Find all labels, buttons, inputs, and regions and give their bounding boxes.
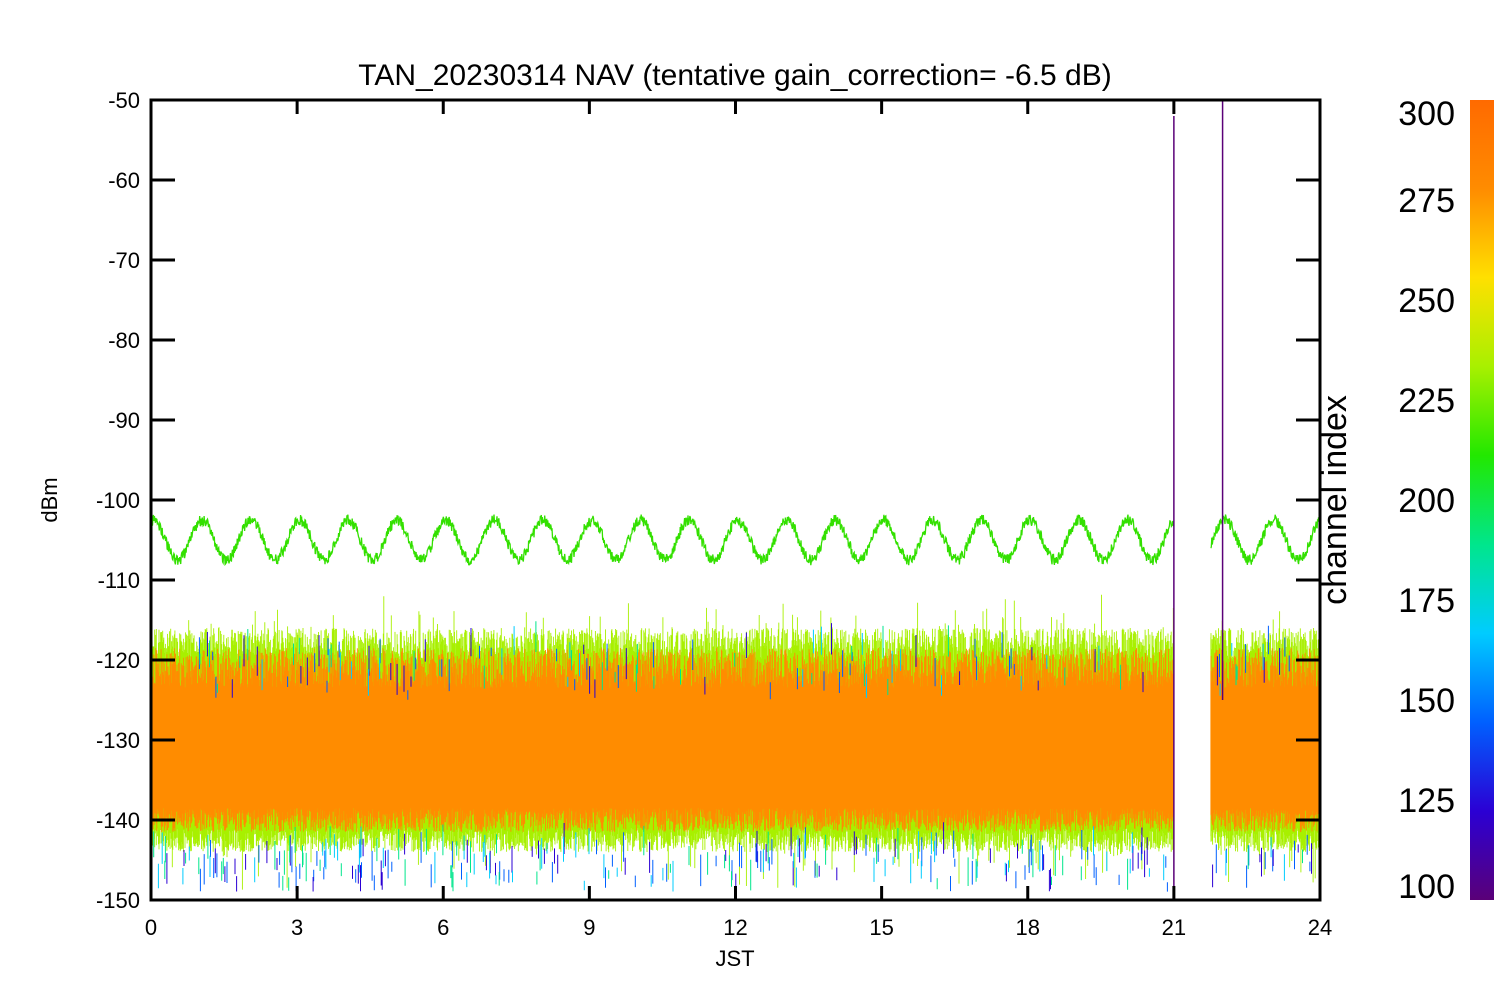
x-tick-label: 3: [291, 915, 303, 940]
y-tick-label: -150: [96, 888, 140, 913]
chart-title: TAN_20230314 NAV (tentative gain_correct…: [358, 59, 1112, 92]
y-tick-label: -70: [108, 248, 140, 273]
wave-line: [151, 514, 1320, 567]
x-tick-label: 15: [869, 915, 893, 940]
noise-band-core: [151, 648, 1320, 832]
x-axis: 0 3 6 9 12 15 18 21 24: [145, 100, 1332, 940]
colorbar: [1470, 100, 1494, 900]
colorbar-tick-label: 250: [1398, 282, 1455, 320]
colorbar-tick-label: 150: [1398, 682, 1455, 720]
colorbar-tick-label: 100: [1398, 868, 1455, 906]
y-tick-label: -90: [108, 408, 140, 433]
colorbar-tick-label: 175: [1398, 582, 1455, 620]
colorbar-tick-label: 225: [1398, 382, 1455, 420]
x-tick-label: 12: [723, 915, 747, 940]
noise-band-outliers: [157, 626, 1285, 892]
y-tick-label: -130: [96, 728, 140, 753]
colorbar-tick-label: 275: [1398, 182, 1455, 220]
noise-band-outliers: [166, 623, 1312, 892]
y-tick-label: -50: [108, 88, 140, 113]
y-tick-label: -80: [108, 328, 140, 353]
noise-band-series: [151, 594, 1320, 892]
y-axis: -50 -60 -70 -80 -90 -100 -110 -120 -130 -140 -150: [96, 88, 1320, 913]
colorbar-tick-label: 300: [1398, 95, 1455, 133]
y-tick-label: -100: [96, 488, 140, 513]
noise-band-outliers: [153, 621, 1303, 892]
y-tick-label: -120: [96, 648, 140, 673]
wave-series: [151, 514, 1320, 567]
x-tick-label: 21: [1162, 915, 1186, 940]
y-axis-label: dBm: [37, 477, 62, 522]
plot-area: [151, 100, 1320, 900]
colorbar-label: channel index: [1316, 395, 1354, 605]
y-tick-label: -60: [108, 168, 140, 193]
colorbar-ticks: 300 275 250 225 200 175 150 125 100: [1398, 95, 1455, 906]
x-tick-label: 18: [1016, 915, 1040, 940]
colorbar-tick-label: 125: [1398, 782, 1455, 820]
y-tick-label: -110: [98, 568, 140, 593]
y-tick-label: -140: [96, 808, 140, 833]
x-tick-label: 24: [1308, 915, 1332, 940]
x-tick-label: 6: [437, 915, 449, 940]
x-axis-label: JST: [715, 946, 754, 971]
x-tick-label: 9: [583, 915, 595, 940]
data-gap: [1174, 100, 1211, 900]
colorbar-tick-label: 200: [1398, 482, 1455, 520]
x-tick-label: 0: [145, 915, 157, 940]
spikes: [1173, 100, 1224, 900]
noise-band-outliers: [198, 625, 1311, 892]
